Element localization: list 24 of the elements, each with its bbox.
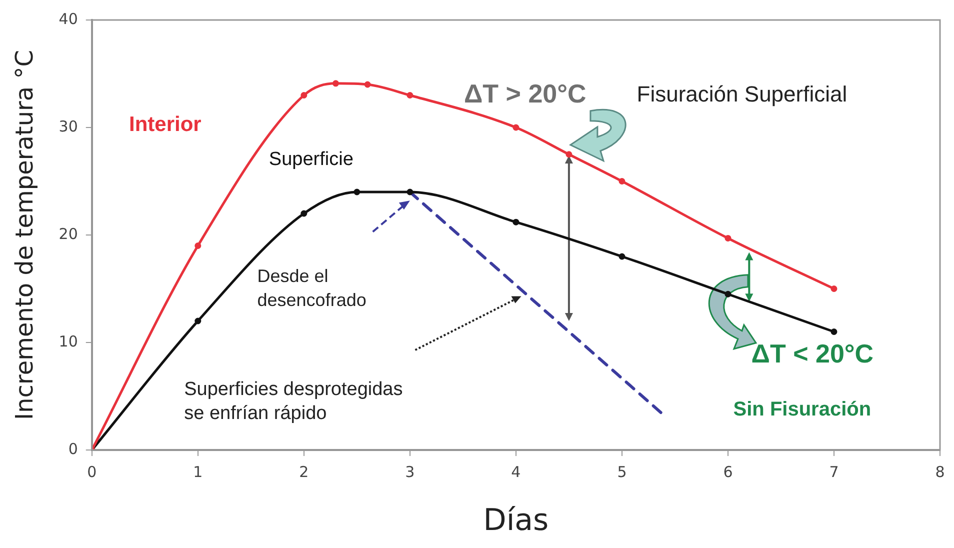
annotation: Fisuración Superficial [636, 81, 848, 106]
y-tick-label: 10 [58, 332, 78, 350]
x-axis-title: Días [483, 502, 549, 538]
annotation: Desde el desencofrado [257, 266, 366, 310]
x-tick-label: 4 [511, 462, 521, 481]
annotation: Sin Fisuración [733, 398, 872, 421]
x-tick-label: 7 [829, 462, 839, 481]
x-tick-label: 8 [935, 462, 945, 481]
x-tick-label: 1 [193, 462, 203, 481]
annotation: ΔT < 20°C [751, 338, 874, 369]
x-tick-label: 6 [723, 462, 733, 481]
y-axis-title: Incremento de temperatura °C [10, 50, 39, 420]
y-tick-label: 40 [58, 10, 78, 28]
x-tick-label: 0 [87, 462, 97, 481]
y-tick-label: 0 [68, 440, 78, 458]
text: Interior [128, 113, 202, 136]
y-tick-label: 20 [58, 224, 78, 243]
annotation: ΔT > 20°C [464, 78, 587, 108]
x-tick-label: 3 [405, 462, 415, 481]
x-tick-label: 5 [617, 462, 627, 481]
y-tick-label: 30 [58, 117, 78, 136]
series-label: Superficie [268, 148, 354, 170]
x-tick-label: 2 [299, 462, 309, 481]
annotation: Superficies desprotegidas se enfrían rápido [184, 379, 403, 424]
